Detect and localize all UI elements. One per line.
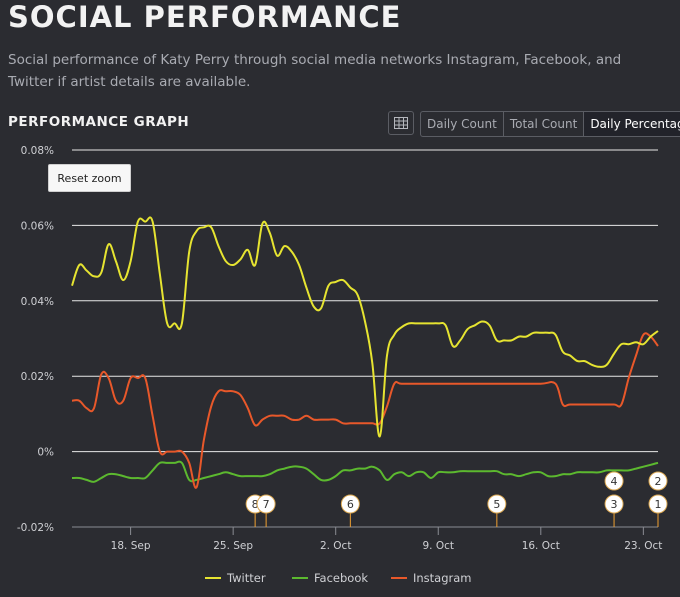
annotation-label: 3 [611,498,618,511]
twitter-series-line[interactable] [71,216,659,438]
x-tick-label: 18. Sep [111,540,151,552]
facebook-series-line[interactable] [71,460,659,483]
annotation-marker[interactable] [648,471,668,491]
annotation-marker[interactable] [487,494,507,514]
annotation-label: 8 [252,498,259,511]
y-tick-label: 0.08% [21,145,54,157]
section-title: PERFORMANCE GRAPH [8,114,190,130]
annotation-marker[interactable] [604,471,624,491]
legend-item-facebook[interactable]: Facebook [314,571,368,585]
annotation-label: 7 [263,498,270,511]
legend-item-twitter[interactable]: Twitter [226,571,266,585]
x-tick-label: 2. Oct [320,540,352,552]
performance-chart: -0.02% 0% 0.02% 0.04% 0.06% 0.08% 18. Sep 25. S… [17,145,668,585]
total-count-button[interactable]: Total Count [504,112,585,136]
x-tick-label: 25. Sep [213,540,253,552]
reset-zoom-button[interactable]: Reset zoom [48,164,131,192]
page-subtitle: Social performance of Katy Perry through… [8,52,622,90]
annotation-marker[interactable] [648,494,668,514]
y-tick-label: 0.02% [21,371,54,383]
y-tick-label: -0.02% [17,522,54,534]
annotation-label: 6 [347,498,354,511]
daily-percentage-button[interactable]: Daily Percentage [584,112,680,136]
daily-count-button[interactable]: Daily Count [421,112,504,136]
annotation-label: 2 [655,475,662,488]
table-icon [394,117,408,129]
x-tick-label: 9. Oct [422,540,454,552]
annotation-marker[interactable] [340,494,360,514]
annotation-label: 1 [655,498,662,511]
annotation-marker[interactable] [604,494,624,514]
annotation-label: 4 [611,475,618,488]
table-view-button[interactable] [388,111,414,135]
view-mode-toggle: Daily Count Total Count Daily Percentage [420,111,680,137]
annotation-label: 5 [493,498,500,511]
y-tick-label: 0% [37,447,54,459]
x-tick-label: 16. Oct [522,540,560,552]
x-tick-label: 23. Oct [624,540,662,552]
y-tick-label: 0.06% [21,220,54,232]
legend-item-instagram[interactable]: Instagram [413,571,472,585]
instagram-series-line[interactable] [71,332,659,489]
y-tick-label: 0.04% [21,296,54,308]
annotation-marker[interactable] [256,494,276,514]
page-title: SOCIAL PERFORMANCE [8,0,402,34]
